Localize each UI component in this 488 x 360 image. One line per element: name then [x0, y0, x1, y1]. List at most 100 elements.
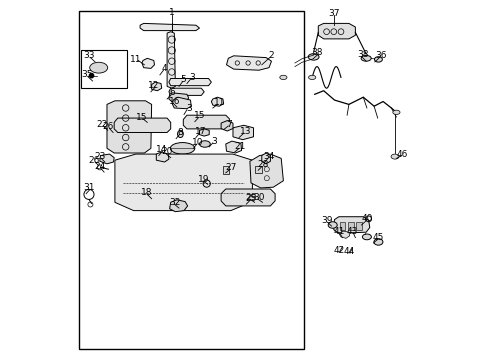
Text: 30: 30: [253, 193, 264, 202]
Text: 29: 29: [245, 193, 256, 202]
Ellipse shape: [279, 75, 286, 80]
Ellipse shape: [361, 55, 370, 61]
Text: 37: 37: [327, 9, 339, 18]
Polygon shape: [167, 32, 175, 88]
Text: 15: 15: [136, 112, 147, 122]
Polygon shape: [261, 153, 270, 164]
Text: 19: 19: [198, 175, 209, 184]
Polygon shape: [232, 125, 253, 140]
Text: 12: 12: [148, 81, 159, 90]
Text: 7: 7: [226, 120, 232, 129]
Ellipse shape: [392, 110, 399, 114]
Polygon shape: [115, 154, 252, 211]
Bar: [339, 222, 345, 230]
Text: 43: 43: [346, 227, 357, 236]
Text: 8: 8: [177, 128, 183, 137]
Text: 1: 1: [168, 8, 174, 17]
Text: 16: 16: [168, 97, 180, 106]
Ellipse shape: [308, 75, 315, 80]
Polygon shape: [338, 231, 349, 238]
Polygon shape: [221, 189, 275, 206]
Bar: [81, 50, 127, 88]
Text: 41: 41: [332, 227, 344, 236]
Text: 15: 15: [193, 112, 205, 120]
Polygon shape: [151, 82, 162, 91]
Text: 27: 27: [224, 163, 236, 172]
Text: 10: 10: [192, 138, 203, 147]
Text: 3: 3: [189, 73, 195, 82]
Text: 33: 33: [83, 51, 95, 60]
Ellipse shape: [307, 54, 318, 60]
Polygon shape: [249, 154, 283, 188]
Polygon shape: [100, 154, 114, 164]
Polygon shape: [107, 101, 151, 153]
Polygon shape: [168, 88, 204, 95]
Text: 21: 21: [234, 143, 245, 152]
Bar: [347, 222, 353, 230]
Text: 32: 32: [169, 198, 181, 207]
Text: 2: 2: [268, 51, 274, 60]
Text: 22: 22: [97, 120, 108, 129]
Polygon shape: [225, 141, 241, 153]
Text: 42: 42: [332, 246, 344, 255]
Polygon shape: [169, 200, 187, 212]
Text: 11: 11: [213, 98, 224, 107]
Text: 35: 35: [81, 71, 92, 80]
Text: 34: 34: [263, 152, 274, 161]
Polygon shape: [255, 166, 261, 173]
Text: 40: 40: [361, 215, 372, 223]
Text: 3: 3: [211, 137, 216, 146]
Text: 3: 3: [185, 104, 191, 113]
Ellipse shape: [199, 141, 210, 147]
Polygon shape: [168, 78, 211, 86]
Polygon shape: [156, 152, 168, 162]
Polygon shape: [114, 118, 170, 132]
Polygon shape: [142, 58, 154, 68]
Text: 24: 24: [94, 162, 105, 171]
Polygon shape: [226, 56, 271, 70]
Ellipse shape: [362, 234, 371, 240]
Text: 46: 46: [396, 150, 407, 159]
Text: 18: 18: [141, 188, 152, 197]
Text: 36: 36: [374, 51, 386, 60]
Text: 31: 31: [83, 184, 95, 193]
Bar: [79, 11, 303, 349]
Polygon shape: [168, 93, 188, 102]
Ellipse shape: [390, 154, 398, 159]
Text: 20: 20: [161, 148, 172, 157]
Text: 28: 28: [257, 161, 268, 170]
Ellipse shape: [89, 62, 107, 73]
Polygon shape: [221, 121, 232, 131]
Text: 38: 38: [311, 48, 322, 57]
Text: 14: 14: [156, 145, 167, 154]
Polygon shape: [211, 97, 223, 106]
Text: 26: 26: [88, 156, 100, 165]
Text: 13: 13: [239, 127, 250, 136]
Ellipse shape: [177, 130, 183, 138]
Ellipse shape: [170, 143, 194, 154]
Ellipse shape: [373, 239, 382, 245]
Ellipse shape: [327, 222, 337, 228]
Bar: [355, 222, 361, 230]
Text: 25: 25: [245, 194, 256, 203]
Polygon shape: [318, 23, 355, 39]
Ellipse shape: [374, 57, 382, 62]
Text: 5: 5: [180, 76, 186, 85]
Text: 26: 26: [102, 122, 114, 131]
Polygon shape: [333, 217, 369, 233]
Polygon shape: [140, 23, 199, 31]
Text: 44: 44: [343, 247, 354, 256]
Polygon shape: [172, 97, 191, 109]
Text: 39: 39: [320, 216, 332, 225]
Circle shape: [89, 73, 94, 78]
Text: 11: 11: [130, 55, 141, 64]
Text: 23: 23: [95, 152, 106, 161]
Text: 4: 4: [162, 64, 167, 73]
Text: 17: 17: [194, 127, 206, 136]
Text: 38: 38: [356, 50, 367, 59]
Text: 45: 45: [372, 233, 383, 242]
Polygon shape: [223, 166, 229, 174]
Text: 6: 6: [169, 89, 175, 98]
Polygon shape: [183, 115, 229, 129]
Polygon shape: [199, 129, 209, 136]
